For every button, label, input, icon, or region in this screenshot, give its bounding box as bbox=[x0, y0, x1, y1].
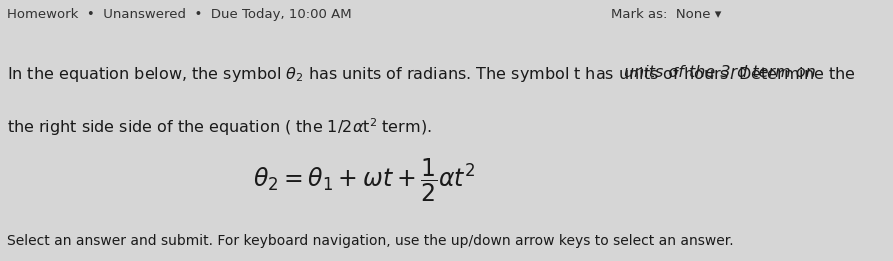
Text: $\theta_2 = \theta_1 + \omega t + \dfrac{1}{2}\alpha t^2$: $\theta_2 = \theta_1 + \omega t + \dfrac… bbox=[253, 157, 476, 204]
Text: units of the 3rd term on: units of the 3rd term on bbox=[623, 65, 815, 80]
Text: the right side side of the equation ( the 1/2$\alpha$t$^2$ term).: the right side side of the equation ( th… bbox=[7, 116, 432, 138]
Text: Mark as:  None ▾: Mark as: None ▾ bbox=[611, 8, 722, 21]
Text: In the equation below, the symbol $\theta_2$ has units of radians. The symbol t : In the equation below, the symbol $\thet… bbox=[7, 65, 857, 84]
Text: Homework  •  Unanswered  •  Due Today, 10:00 AM: Homework • Unanswered • Due Today, 10:00… bbox=[7, 8, 352, 21]
Text: Select an answer and submit. For keyboard navigation, use the up/down arrow keys: Select an answer and submit. For keyboar… bbox=[7, 234, 734, 248]
